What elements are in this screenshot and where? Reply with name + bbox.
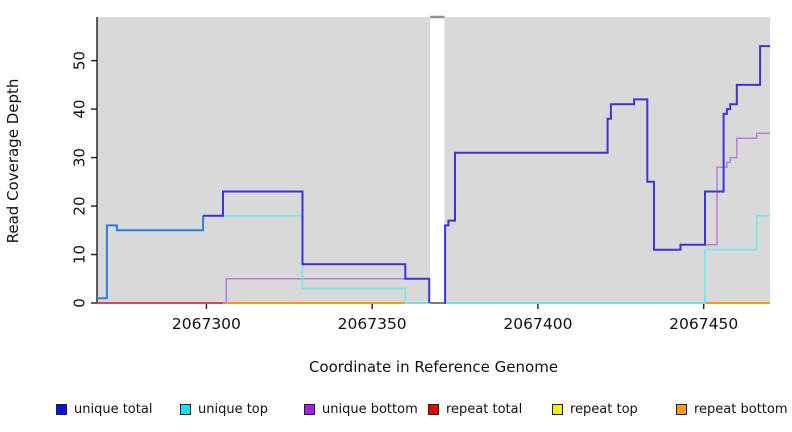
series-unique-total xyxy=(203,190,431,303)
y-tick-label: 0 xyxy=(71,298,89,308)
series-unique-bottom xyxy=(223,278,431,304)
unique-bottom-swatch-icon xyxy=(304,403,315,415)
unique-top-swatch-icon xyxy=(180,403,191,415)
legend-label: repeat top xyxy=(570,401,638,417)
legend-label: unique top xyxy=(198,401,269,417)
legend-label: unique total xyxy=(74,401,153,417)
x-tick-label: 2067450 xyxy=(669,315,738,333)
legend-label: repeat bottom xyxy=(694,401,788,417)
legend-item-repeat-bottom: repeat bottom xyxy=(676,398,788,420)
no-data-gap-band xyxy=(430,15,445,303)
x-tick-label: 2067300 xyxy=(172,315,241,333)
repeat-total-swatch-icon xyxy=(428,403,439,415)
legend-item-unique-bottom: unique bottom xyxy=(304,398,418,420)
y-tick-label: 20 xyxy=(71,197,89,216)
x-tick-label: 2067400 xyxy=(503,315,572,333)
x-axis-title: Coordinate in Reference Genome xyxy=(308,358,559,376)
legend-label: repeat total xyxy=(446,401,523,417)
series-unique-total xyxy=(97,215,205,300)
legend-label: unique bottom xyxy=(322,401,418,417)
unique-total-swatch-icon xyxy=(56,403,67,415)
repeat-bottom-swatch-icon xyxy=(676,403,687,415)
legend-item-repeat-top: repeat top xyxy=(552,398,638,420)
x-tick-label: 2067350 xyxy=(338,315,407,333)
legend-item-unique-top: unique top xyxy=(180,398,268,420)
legend-item-repeat-total: repeat total xyxy=(428,398,522,420)
legend: unique total unique top unique bottom re… xyxy=(0,398,792,422)
y-tick-label: 40 xyxy=(71,100,89,119)
y-tick-label: 50 xyxy=(71,51,89,70)
y-tick-label: 30 xyxy=(71,148,89,167)
y-axis-title: Read Coverage Depth xyxy=(4,78,22,244)
series-unique-top xyxy=(444,214,770,304)
series-unique-total xyxy=(444,45,770,304)
legend-item-unique-total: unique total xyxy=(56,398,152,420)
y-tick-label: 10 xyxy=(71,245,89,264)
repeat-top-swatch-icon xyxy=(552,403,563,415)
